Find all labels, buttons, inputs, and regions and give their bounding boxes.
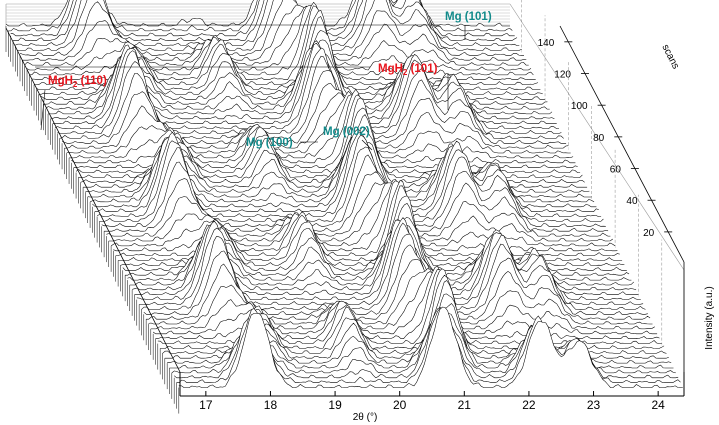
x-axis-ticks: 17 18 19 20 21 22 23 24 (199, 391, 665, 412)
scan-curve (108, 182, 613, 242)
scan-curve (19, 0, 524, 56)
x-axis-title: 2θ (°) (353, 412, 378, 423)
scan-curve (178, 306, 683, 388)
scan-curve (152, 265, 658, 335)
scan-curve (15, 0, 520, 46)
scan-curve (71, 89, 576, 164)
scan-curve (13, 0, 518, 41)
label-mgh2-101-sub: 2 (403, 68, 408, 77)
scan-curve (59, 70, 564, 139)
scan-curve (113, 180, 618, 252)
scan-curve (146, 259, 651, 320)
scan-curve (141, 233, 646, 310)
x-tick-label-21: 21 (458, 398, 472, 412)
scan-tick-label-40: 40 (626, 196, 638, 207)
x-tick-label-20: 20 (393, 398, 407, 412)
scan-tick-label-20: 20 (643, 228, 655, 239)
scan-axis-line (559, 25, 685, 263)
scan-curve (57, 55, 562, 134)
x-tick-label-18: 18 (264, 398, 278, 412)
scan-curve (26, 5, 532, 71)
label-mgh2-101: MgH2 (101) (378, 63, 438, 77)
scan-curve (24, 5, 529, 66)
x-tick-label-23: 23 (587, 398, 601, 412)
leader-mgh2-110 (40, 89, 46, 131)
scan-curves (5, 0, 683, 414)
scan-axis-title: scans (659, 43, 681, 71)
leader-mg-002 (361, 139, 373, 151)
label-mgh2-101-main: MgH (378, 63, 403, 75)
scan-tick-label-100: 100 (571, 101, 588, 112)
label-mgh2-110: MgH2 (110) (48, 75, 107, 89)
x-tick-label-22: 22 (522, 398, 536, 412)
x-tick-label-19: 19 (328, 398, 342, 412)
scan-curve (139, 222, 644, 305)
scan-curve (66, 90, 571, 154)
scan-curve (110, 178, 616, 247)
scan-curve (148, 268, 653, 325)
scan-axis-ticks: 20 40 60 80 100 120 140 (538, 25, 685, 392)
scan-tick-label-120: 120 (554, 70, 571, 81)
scan-curve (52, 42, 557, 124)
scan-curve (96, 134, 602, 217)
scan-curve (17, 0, 522, 51)
label-mgh2-110-main: MgH (48, 75, 73, 87)
scan-curve (22, 4, 527, 61)
label-mg-100-main: Mg (100) (246, 137, 293, 149)
z-axis-title: Intensity (a.u.) (704, 286, 715, 349)
x-tick-label-24: 24 (651, 398, 665, 412)
label-mgh2-101-rest: (101) (407, 63, 437, 75)
scan-curve (155, 269, 660, 340)
label-mg-100: Mg (100) (246, 137, 293, 149)
scan-tick-label-140: 140 (538, 38, 555, 49)
scan-fill (178, 307, 683, 414)
label-mg-101: Mg (101) (445, 11, 492, 23)
label-mgh2-110-sub: 2 (73, 80, 78, 89)
right-wall-top-edge (509, 3, 685, 271)
scan-curve (61, 83, 567, 144)
scan-tick-label-60: 60 (610, 165, 622, 176)
scan-curve (104, 171, 609, 232)
scan-curve (64, 92, 569, 149)
scan-curve (150, 271, 655, 330)
scan-curve (69, 94, 574, 159)
x-tick-label-17: 17 (199, 398, 213, 412)
scan-curve (106, 182, 611, 237)
annotation-leaders (35, 24, 466, 151)
scan-curve (143, 244, 648, 315)
depth-axis-left-edge (5, 27, 181, 373)
scan-tick-label-80: 80 (593, 133, 605, 144)
scan-curve (99, 146, 604, 222)
label-mgh2-110-rest: (110) (77, 75, 107, 87)
scan-curve (101, 154, 606, 227)
label-mg-002: Mg (002) (323, 126, 370, 138)
label-mg-002-main: Mg (002) (323, 126, 370, 138)
label-mg-101-main: Mg (101) (445, 11, 492, 23)
